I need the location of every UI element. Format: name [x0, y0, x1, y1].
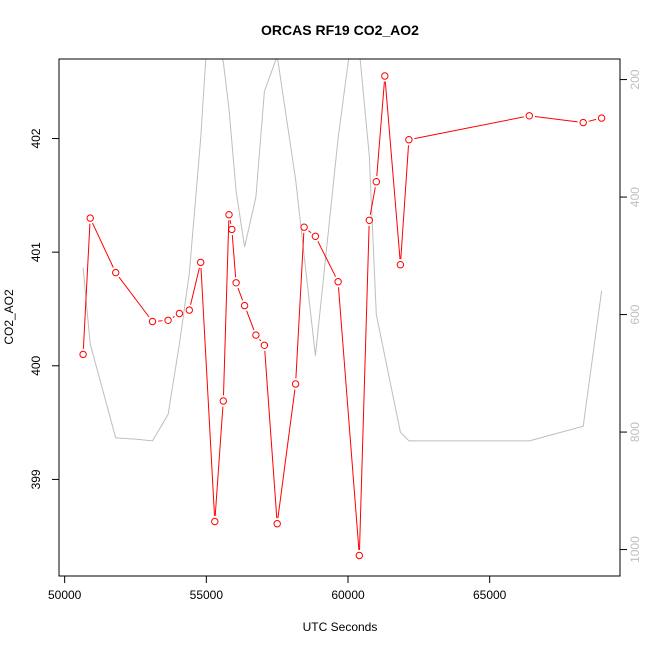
- y-tick-label: 399: [29, 469, 43, 489]
- co2-series-segment: [214, 406, 224, 516]
- co2-data-point: [219, 397, 228, 405]
- co2-data-point: [372, 178, 380, 186]
- plot-frame: [58, 58, 621, 577]
- co2-data-point: [228, 225, 236, 234]
- y-tick-label: 400: [29, 355, 43, 375]
- co2-series-segment: [317, 241, 337, 277]
- y-tick-label: 401: [29, 242, 43, 262]
- co2-series-segment: [246, 310, 255, 331]
- x-tick-label: 50000: [48, 588, 82, 602]
- x-tick-label: 55000: [190, 588, 224, 602]
- co2-data-point: [291, 380, 300, 388]
- co2-series-segment: [223, 220, 230, 396]
- co2-series-segment: [534, 116, 578, 123]
- co2-data-point: [525, 112, 533, 120]
- co2-series-segment: [338, 287, 360, 551]
- co2-data-point: [148, 317, 157, 326]
- co2-series-segment: [264, 350, 278, 519]
- co2-data-point: [112, 268, 120, 277]
- co2-series-segment: [229, 220, 232, 224]
- chart-title: ORCAS RF19 CO2_AO2: [261, 22, 419, 38]
- co2-data-point: [355, 551, 363, 560]
- co2-series-segment: [231, 234, 237, 278]
- co2-data-point: [365, 216, 373, 225]
- data-area: [79, 59, 606, 560]
- co2-data-point: [252, 331, 260, 339]
- co2-series-segment: [82, 223, 91, 349]
- co2-series-segment: [369, 187, 376, 215]
- y2-tick-label: 800: [628, 422, 642, 442]
- y2-tick-label: 1000: [628, 536, 642, 563]
- co2-data-point: [79, 350, 87, 359]
- co2-data-point: [334, 278, 342, 286]
- co2-series-segment: [384, 81, 401, 260]
- co2-series-segment: [295, 232, 305, 379]
- co2-data-point: [396, 261, 405, 269]
- co2-series-segment: [588, 118, 597, 122]
- co2-data-point: [273, 520, 281, 528]
- x-tick-label: 65000: [473, 588, 507, 602]
- co2-data-point: [185, 306, 194, 314]
- co2-data-point: [300, 223, 308, 231]
- co2-data-point: [232, 279, 240, 287]
- co2-data-point: [86, 214, 94, 222]
- co2-data-point: [405, 136, 413, 144]
- secondary-series-line: [82, 59, 603, 442]
- y-axis-label: CO2_AO2: [2, 289, 16, 345]
- co2-data-point: [175, 309, 184, 318]
- co2-series-segment: [259, 339, 262, 342]
- co2-series-segment: [237, 287, 244, 301]
- co2-series-segment: [308, 230, 312, 234]
- y2-tick-label: 200: [628, 69, 642, 89]
- co2-data-point: [260, 341, 269, 349]
- co2-series-segment: [414, 116, 524, 140]
- co2-data-point: [240, 301, 249, 310]
- x-axis-label: UTC Seconds: [303, 620, 378, 634]
- co2-data-point: [311, 232, 320, 241]
- co2-series-segment: [359, 225, 370, 550]
- co2-data-point: [197, 258, 205, 267]
- y2-tick-label: 400: [628, 187, 642, 207]
- co2-series-segment: [376, 81, 385, 177]
- co2-data-point: [597, 114, 606, 122]
- plot-layer: 50000 55000 60000 65000 399 400 401 402 200 400 60…: [29, 59, 642, 602]
- y2-tick-label: 600: [628, 304, 642, 324]
- x-tick-label: 60000: [331, 588, 365, 602]
- co2-series-segment: [172, 315, 175, 318]
- co2-data-point: [381, 72, 389, 80]
- co2-data-point: [164, 316, 172, 324]
- co2-series-segment: [118, 276, 150, 318]
- y-tick-label: 402: [29, 128, 43, 148]
- co2-data-point: [211, 517, 219, 526]
- co2-series-segment: [400, 145, 409, 260]
- co2-series-segment: [190, 267, 200, 305]
- co2-series-segment: [200, 267, 215, 516]
- co2-data-point: [225, 211, 233, 219]
- co2-data-point: [579, 118, 587, 127]
- co2-series-segment: [92, 222, 114, 268]
- co2-series-segment: [277, 389, 296, 519]
